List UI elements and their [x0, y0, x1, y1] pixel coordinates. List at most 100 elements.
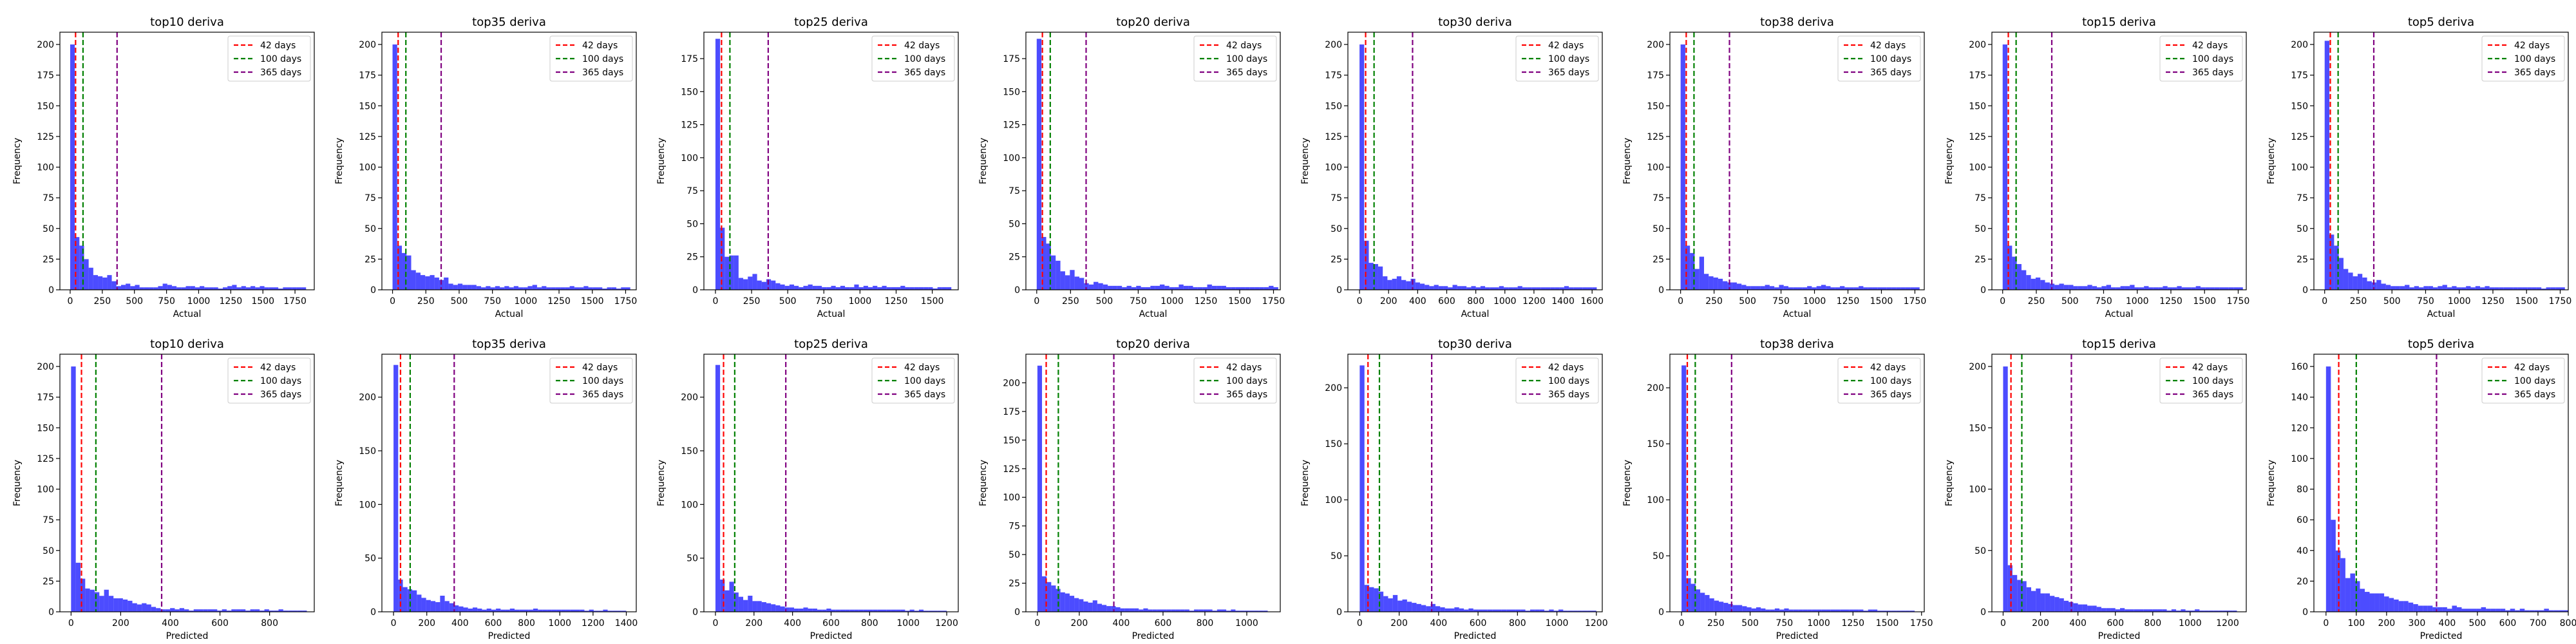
legend-label: 365 days [1870, 390, 1911, 400]
y-tick-label: 175 [37, 393, 54, 403]
histogram-bar [555, 287, 561, 290]
x-tick-label: 0 [1034, 296, 1039, 307]
histogram-bar [1164, 285, 1170, 290]
histogram-bar [2026, 275, 2031, 290]
y-tick-label: 0 [1658, 285, 1664, 296]
histogram-bar [1699, 256, 1705, 290]
y-tick-label: 200 [1647, 40, 1664, 50]
histogram-bar [2466, 286, 2471, 290]
histogram-bar [274, 611, 279, 612]
y-tick-label: 125 [37, 132, 54, 142]
y-tick-label: 150 [2291, 101, 2308, 111]
histogram-bar [2204, 611, 2209, 612]
x-tick-label: 1750 [2227, 296, 2250, 307]
histogram-bar [1263, 611, 1268, 612]
histogram-bar [822, 609, 827, 612]
histogram-bar [1830, 287, 1835, 290]
legend-box [871, 357, 955, 404]
histogram-bar [1203, 609, 1208, 612]
histogram-bar [579, 287, 584, 290]
histogram-bar [296, 287, 302, 290]
histogram-bar [420, 275, 426, 290]
legend-label: 100 days [1870, 376, 1911, 386]
legend-label: 100 days [260, 54, 301, 64]
y-tick-label: 0 [48, 285, 54, 296]
y-tick-label: 125 [2291, 132, 2308, 142]
y-tick-label: 50 [1009, 219, 1020, 229]
histogram-bar [1751, 608, 1756, 612]
histogram-bar [500, 609, 506, 612]
histogram-bar [1150, 285, 1155, 290]
y-tick-label: 0 [370, 607, 376, 618]
histogram-bar [1732, 282, 1737, 290]
histogram-bar [2334, 245, 2339, 290]
histogram-bar [565, 287, 570, 290]
histogram-bar [1499, 286, 1504, 290]
histogram-bar [771, 604, 776, 612]
histogram-bar [1074, 598, 1079, 612]
histogram-bar [435, 602, 440, 612]
x-tick-label: 200 [1380, 296, 1397, 307]
histogram-bar [1527, 287, 1532, 290]
histogram-bar [269, 611, 274, 612]
histogram-bar [1368, 263, 1374, 290]
histogram-bar [144, 287, 149, 290]
histogram-bar [128, 600, 133, 612]
histogram-bar [2224, 287, 2229, 290]
x-tick-label: 250 [2350, 296, 2367, 307]
x-tick-label: 1750 [283, 296, 307, 307]
histogram-bar [2232, 611, 2237, 612]
x-tick-label: 500 [2061, 296, 2079, 307]
chart-title: top30 deriva [1438, 337, 1512, 351]
x-tick-label: 600 [2107, 618, 2124, 629]
legend-label: 42 days [1226, 41, 1262, 51]
y-tick-label: 60 [2297, 515, 2308, 526]
histogram-bar [826, 287, 831, 290]
histogram-bar [2036, 588, 2041, 612]
y-tick-label: 150 [1325, 101, 1342, 111]
histogram-bar [2481, 607, 2486, 612]
histogram-bar [580, 609, 585, 612]
histogram-bar [283, 611, 289, 612]
legend-box [2159, 357, 2243, 404]
y-tick-label: 75 [365, 193, 376, 204]
histogram-bar [937, 287, 942, 290]
x-tick-label: 1000 [1160, 296, 1184, 307]
y-tick-label: 50 [1975, 546, 1986, 556]
y-tick-label: 175 [2291, 71, 2308, 81]
x-tick-label: 500 [779, 296, 797, 307]
histogram-bar [1882, 287, 1887, 290]
histogram-bar [2480, 287, 2485, 290]
histogram-bar [2471, 609, 2477, 612]
x-tick-label: 800 [1467, 296, 1484, 307]
y-tick-label: 0 [2302, 607, 2308, 618]
histogram-bar [167, 285, 172, 290]
x-tick-label: 1250 [1841, 618, 1864, 629]
histogram-bar [2496, 609, 2501, 612]
histogram-bar [1406, 281, 1411, 290]
histogram-bar [2213, 611, 2219, 612]
histogram-bar [1872, 287, 1878, 290]
histogram-bar [165, 609, 171, 612]
histogram-bar [1896, 287, 1901, 290]
histogram-bar [1530, 609, 1535, 612]
histogram-bar [1492, 609, 1497, 612]
histogram-bar [1877, 611, 1882, 612]
y-axis-label: Frequency [1300, 138, 1311, 184]
histogram-bar [1680, 44, 1685, 290]
histogram-bar [459, 606, 464, 612]
histogram-bar [162, 283, 167, 290]
histogram-bar [2227, 611, 2233, 612]
histogram-bar [2172, 287, 2177, 290]
histogram-bar [2442, 285, 2447, 290]
histogram-bar [1079, 278, 1084, 290]
y-tick-label: 50 [43, 546, 54, 556]
histogram-bar [2432, 607, 2438, 612]
histogram-bar [1886, 287, 1892, 290]
histogram-bar [407, 589, 412, 612]
legend-label: 42 days [904, 41, 940, 51]
histogram-bar [217, 611, 222, 612]
histogram-bar [854, 609, 859, 612]
histogram-bar [854, 284, 859, 290]
histogram-bar [213, 609, 218, 612]
